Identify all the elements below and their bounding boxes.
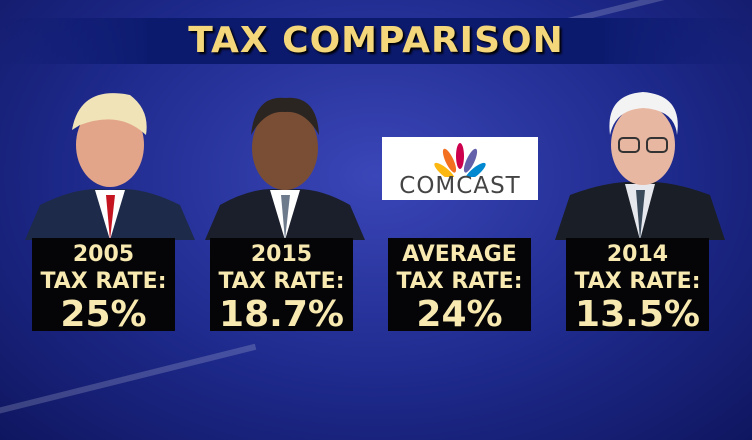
tax-panel: 2005 TAX RATE: 25% xyxy=(32,238,175,335)
panel-label: TAX RATE: xyxy=(218,269,345,294)
tax-panel: 2015 TAX RATE: 18.7% xyxy=(210,238,353,335)
tax-rate: 24% xyxy=(416,294,503,335)
photo-person-2 xyxy=(205,97,365,240)
background-streak xyxy=(0,343,257,423)
panel-label: TAX RATE: xyxy=(574,269,701,294)
tax-rate: 25% xyxy=(60,294,147,335)
logo-peacock xyxy=(434,143,486,177)
title: TAX COMPARISON xyxy=(188,20,564,61)
title-banner xyxy=(0,18,752,64)
tax-rate: 13.5% xyxy=(575,294,700,335)
panel-label: 2015 xyxy=(250,242,313,267)
photo-person-1 xyxy=(25,93,195,240)
tax-panel: 2014 TAX RATE: 13.5% xyxy=(566,238,709,335)
company-logo: COMCAST xyxy=(382,137,538,200)
panel-label: AVERAGE xyxy=(402,242,517,267)
tax-rate: 18.7% xyxy=(219,294,344,335)
panel-label: TAX RATE: xyxy=(396,269,523,294)
panel-label: 2005 xyxy=(72,242,135,267)
tax-panel: AVERAGE TAX RATE: 24% xyxy=(388,238,531,335)
logo-text: COMCAST xyxy=(399,173,521,199)
photo-person-3 xyxy=(555,92,725,240)
panel-label: TAX RATE: xyxy=(40,269,167,294)
panel-label: 2014 xyxy=(606,242,669,267)
